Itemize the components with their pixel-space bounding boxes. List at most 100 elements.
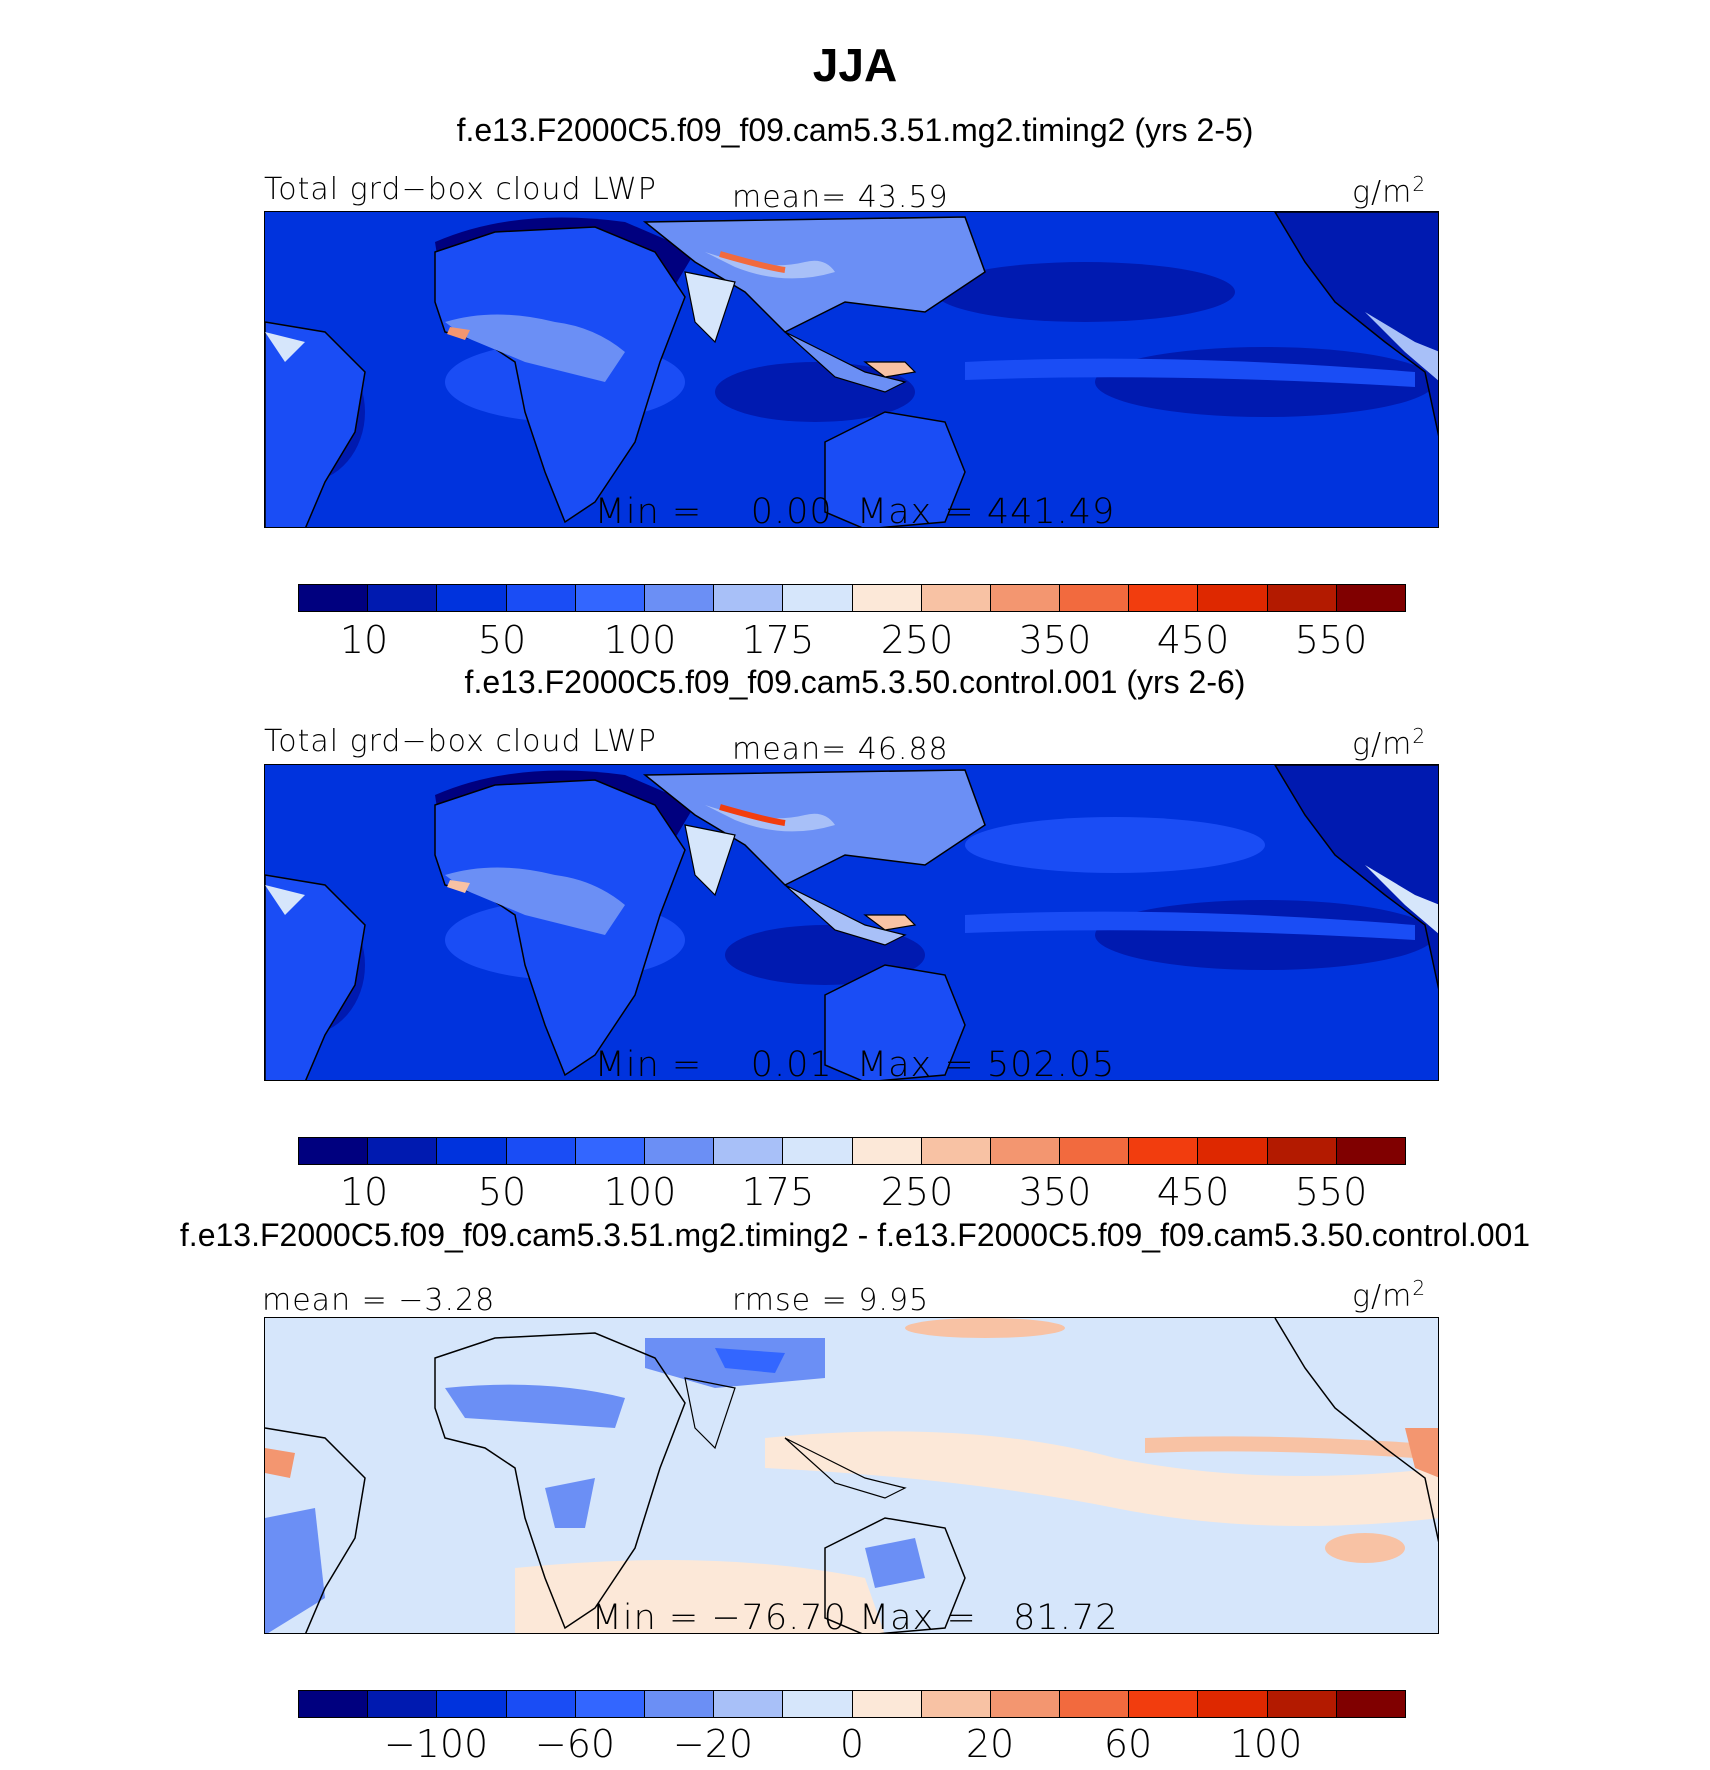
pos-patch [1325, 1533, 1405, 1563]
south-america [265, 321, 366, 527]
itcz [965, 911, 1415, 940]
panel2-tick: 175 [741, 1170, 815, 1214]
pos-south [515, 1560, 885, 1633]
colorbar-swatch [783, 1691, 853, 1717]
colorbar-swatch [299, 585, 369, 611]
panel3-rmse-label: rmse = 9.95 [732, 1283, 930, 1318]
neg-aus [865, 1538, 925, 1588]
central-america [1365, 312, 1438, 381]
colorbar-swatch [990, 1138, 1061, 1164]
sahel-band [445, 314, 625, 382]
panel1-tick: 10 [339, 618, 389, 662]
panel1-tick: 550 [1294, 618, 1368, 662]
neg-sahel [445, 1384, 625, 1428]
panel1-units: g/m2 [1352, 172, 1427, 210]
pos-patch [905, 1318, 1065, 1338]
panel3-mean-label: mean = −3.28 [262, 1283, 496, 1318]
australia [824, 964, 966, 1080]
colorbar-swatch [299, 1691, 369, 1717]
panel1-tick: 350 [1018, 618, 1092, 662]
panel1-case-title: f.e13.F2000C5.f09_f09.cam5.3.51.mg2.timi… [456, 112, 1254, 148]
itcz [965, 358, 1415, 387]
pos-band [765, 1431, 1438, 1526]
panel3-tick: −60 [534, 1722, 616, 1766]
colorbar-swatch [852, 1138, 922, 1164]
south-america [265, 874, 366, 1080]
panel1-variable-label: Total grd−box cloud LWP [264, 172, 657, 207]
colorbar-swatch [368, 1691, 438, 1717]
colorbar-swatch [1336, 1691, 1405, 1717]
panel3-case-title: f.e13.F2000C5.f09_f09.cam5.3.51.mg2.timi… [179, 1217, 1531, 1253]
colorbar-swatch [921, 1138, 991, 1164]
panel3-tick: 0 [839, 1722, 865, 1766]
panel1-colorbar [298, 584, 1406, 612]
panel1-tick: 50 [477, 618, 527, 662]
panel2-mean-label: mean= 46.88 [732, 732, 949, 767]
india [684, 1377, 736, 1450]
colorbar-swatch [990, 585, 1061, 611]
figure-title: JJA [812, 39, 898, 91]
colorbar-swatch [1129, 1691, 1199, 1717]
colorbar-swatch [1198, 585, 1268, 611]
colorbar-swatch [1129, 1138, 1199, 1164]
north-america [1274, 765, 1438, 990]
colorbar-swatch [1129, 585, 1199, 611]
panel3-tick: 100 [1229, 1722, 1303, 1766]
patch [965, 817, 1265, 873]
himalaya-max [719, 804, 786, 826]
patch [935, 262, 1235, 322]
maritime [784, 884, 907, 946]
panel3-tick: 20 [965, 1722, 1015, 1766]
panel3-minmax: Min = −76.70 Max = 81.72 [591, 1598, 1119, 1638]
colorbar-swatch [506, 1138, 576, 1164]
colorbar-swatch [1267, 1138, 1337, 1164]
panel3-map [264, 1317, 1439, 1634]
colorbar-swatch [921, 1691, 991, 1717]
colorbar-swatch [852, 585, 922, 611]
panel3-tick: −20 [672, 1722, 754, 1766]
panel2-variable-label: Total grd−box cloud LWP [264, 724, 657, 759]
maritime [784, 1437, 907, 1499]
colorbar-swatch [368, 585, 438, 611]
colorbar-swatch [714, 1691, 784, 1717]
colorbar-swatch [1198, 1138, 1268, 1164]
panel2-case-title: f.e13.F2000C5.f09_f09.cam5.3.50.control.… [464, 664, 1246, 700]
australia [824, 1517, 966, 1633]
panel2-units: g/m2 [1352, 724, 1427, 762]
colorbar-swatch [1060, 585, 1130, 611]
colorbar-swatch [714, 585, 784, 611]
colorbar-swatch [783, 1138, 853, 1164]
colorbar-swatch [506, 585, 576, 611]
colorbar-swatch [437, 585, 507, 611]
panel3-units: g/m2 [1352, 1276, 1427, 1314]
colorbar-swatch [575, 1691, 645, 1717]
panel2-minmax: Min = 0.01 Max = 502.05 [594, 1045, 1116, 1085]
panel2-tick: 450 [1156, 1170, 1230, 1214]
colorbar-swatch [1267, 1691, 1337, 1717]
panel2-tick: 250 [880, 1170, 954, 1214]
colorbar-swatch [437, 1138, 507, 1164]
central-america [1365, 865, 1438, 934]
panel3-tick: −100 [383, 1722, 489, 1766]
panel2-tick: 550 [1294, 1170, 1368, 1214]
panel2-tick: 10 [339, 1170, 389, 1214]
panel1-minmax: Min = 0.00 Max = 441.49 [594, 492, 1116, 532]
india [684, 824, 736, 897]
north-america [1274, 212, 1438, 437]
pos-itcz [1145, 1436, 1415, 1458]
panel3-colorbar [298, 1690, 1406, 1718]
wafrica-hot [447, 880, 470, 893]
panel2-map [264, 764, 1439, 1081]
panel2-tick: 50 [477, 1170, 527, 1214]
neg-sa [265, 1508, 325, 1633]
amazon [265, 885, 305, 915]
colorbar-swatch [714, 1138, 784, 1164]
australia [824, 411, 966, 527]
colorbar-swatch [921, 585, 991, 611]
colorbar-swatch [437, 1691, 507, 1717]
pos-east-pac [1405, 1428, 1438, 1478]
colorbar-swatch [852, 1691, 922, 1717]
panel1-tick: 250 [880, 618, 954, 662]
panel1-map [264, 211, 1439, 528]
colorbar-swatch [1060, 1138, 1130, 1164]
